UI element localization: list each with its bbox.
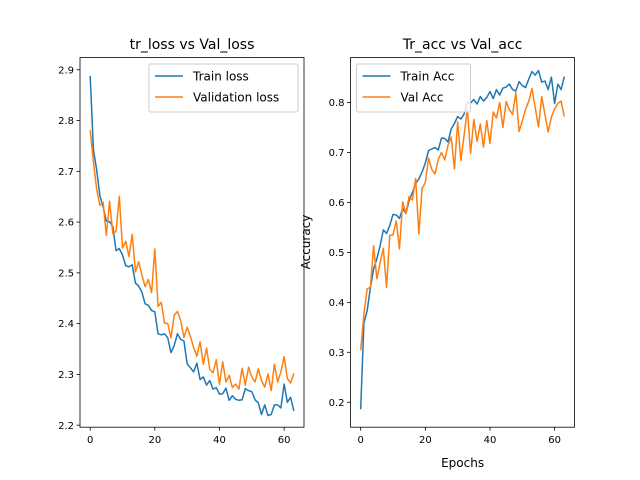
- accuracy-x-axis-label: Epochs: [441, 456, 484, 470]
- y-tick-label: 2.2: [58, 421, 74, 432]
- x-tick-label: 40: [213, 435, 226, 446]
- x-tick-label: 20: [148, 435, 161, 446]
- loss-axis-ticks: 0 20 40 60 2.2 2.3 2.4 2.5 2.6 2.7 2.8 2.9: [58, 65, 290, 446]
- loss-chart: tr_loss vs Val_loss 0 20 40 60 2.2 2.3 2.4 2.5 2…: [58, 37, 305, 446]
- series-line-0: [359, 69, 566, 410]
- accuracy-legend: Train Acc Val Acc: [356, 63, 471, 113]
- accuracy-plot-lines: [359, 69, 566, 410]
- legend-label: Train loss: [192, 70, 249, 84]
- y-tick-label: 0.3: [329, 348, 345, 359]
- y-tick-label: 0.6: [329, 198, 345, 209]
- x-tick-label: 60: [548, 435, 561, 446]
- y-tick-label: 0.2: [329, 398, 345, 409]
- y-tick-label: 2.5: [58, 268, 74, 279]
- series-line-1: [359, 87, 566, 351]
- y-tick-label: 0.8: [329, 98, 345, 109]
- loss-plot-frame: [79, 57, 305, 428]
- accuracy-axis-ticks: 0 20 40 60 0.2 0.3 0.4 0.5 0.6 0.7 0.8: [329, 98, 561, 446]
- loss-plot-lines: [89, 75, 295, 417]
- y-tick-label: 2.9: [58, 65, 74, 76]
- accuracy-y-axis-label: Accuracy: [299, 215, 313, 270]
- y-tick-label: 2.7: [58, 167, 74, 178]
- accuracy-chart: Tr_acc vs Val_acc 0 20 40 60 0.2 0.3 0.4 0.5 0.6…: [299, 37, 575, 470]
- loss-legend: Train loss Validation loss: [148, 63, 299, 113]
- y-tick-label: 0.5: [329, 248, 345, 259]
- x-tick-label: 40: [484, 435, 497, 446]
- y-tick-label: 0.4: [329, 298, 345, 309]
- y-tick-label: 2.6: [58, 218, 74, 229]
- y-tick-label: 2.8: [58, 116, 74, 127]
- y-tick-label: 0.7: [329, 148, 345, 159]
- y-tick-label: 2.3: [58, 370, 74, 381]
- legend-label: Val Acc: [401, 91, 444, 105]
- legend-label: Train Acc: [400, 70, 455, 84]
- accuracy-plot-frame: [350, 57, 575, 428]
- x-tick-label: 0: [87, 435, 93, 446]
- series-line-1: [89, 130, 295, 392]
- series-line-0: [89, 75, 295, 417]
- x-tick-label: 20: [419, 435, 432, 446]
- x-tick-label: 0: [357, 435, 363, 446]
- legend-label: Validation loss: [193, 91, 279, 105]
- x-tick-label: 60: [278, 435, 291, 446]
- loss-chart-title: tr_loss vs Val_loss: [130, 37, 255, 53]
- y-tick-label: 2.4: [58, 319, 74, 330]
- legend-box: [148, 63, 299, 113]
- accuracy-chart-title: Tr_acc vs Val_acc: [402, 37, 523, 53]
